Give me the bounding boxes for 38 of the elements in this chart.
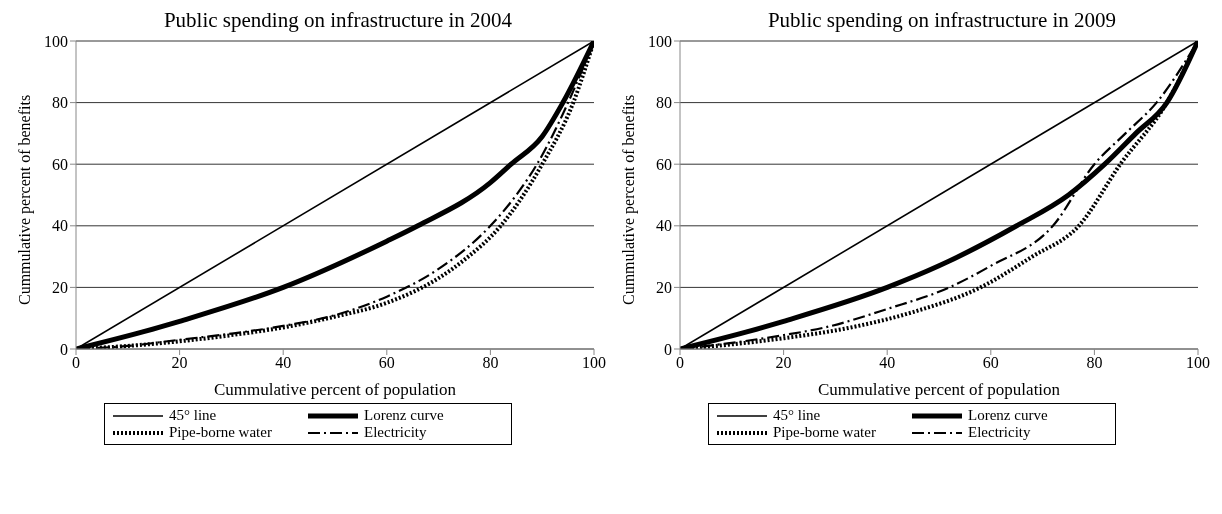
y-tick-label: 100 bbox=[648, 32, 672, 50]
legend-label: Lorenz curve bbox=[364, 407, 444, 424]
y-tick-label: 60 bbox=[656, 155, 672, 173]
y-tick-label: 40 bbox=[52, 217, 68, 235]
x-tick-label: 80 bbox=[1086, 354, 1103, 372]
x-tick-label: 100 bbox=[582, 354, 606, 372]
x-tick-label: 60 bbox=[378, 354, 395, 372]
legend-label: Pipe-borne water bbox=[773, 424, 876, 441]
y-tick-label: 0 bbox=[60, 340, 68, 358]
x-tick-label: 100 bbox=[1186, 354, 1210, 372]
legend-label: 45° line bbox=[169, 407, 217, 424]
legend-label: Electricity bbox=[364, 424, 427, 441]
y-tick-label: 40 bbox=[656, 217, 672, 235]
x-axis-title: Cummulative percent of population bbox=[817, 380, 1061, 399]
legend-label: Lorenz curve bbox=[968, 407, 1048, 424]
x-tick-label: 20 bbox=[171, 354, 188, 372]
x-tick-label: 40 bbox=[879, 354, 896, 372]
y-tick-label: 100 bbox=[44, 32, 68, 50]
chart-title: Public spending on infrastructure in 2004 bbox=[162, 8, 514, 33]
x-tick-label: 80 bbox=[482, 354, 499, 372]
x-tick-label: 40 bbox=[275, 354, 292, 372]
x-tick-label: 20 bbox=[775, 354, 792, 372]
y-tick-label: 0 bbox=[664, 340, 672, 358]
x-tick-label: 0 bbox=[72, 354, 80, 372]
y-tick-label: 60 bbox=[52, 155, 68, 173]
x-axis-title: Cummulative percent of population bbox=[213, 380, 457, 399]
y-axis-title: Cummulative percent of benefits bbox=[619, 94, 638, 305]
x-tick-label: 60 bbox=[982, 354, 999, 372]
legend-label: 45° line bbox=[773, 407, 821, 424]
y-tick-label: 80 bbox=[656, 94, 672, 112]
chart-title: Public spending on infrastructure in 2009 bbox=[766, 8, 1118, 33]
legend-label: Pipe-borne water bbox=[169, 424, 272, 441]
x-tick-label: 0 bbox=[676, 354, 684, 372]
y-axis-title: Cummulative percent of benefits bbox=[15, 94, 34, 305]
y-tick-label: 20 bbox=[656, 279, 672, 297]
y-tick-label: 20 bbox=[52, 279, 68, 297]
legend-label: Electricity bbox=[968, 424, 1031, 441]
y-tick-label: 80 bbox=[52, 94, 68, 112]
